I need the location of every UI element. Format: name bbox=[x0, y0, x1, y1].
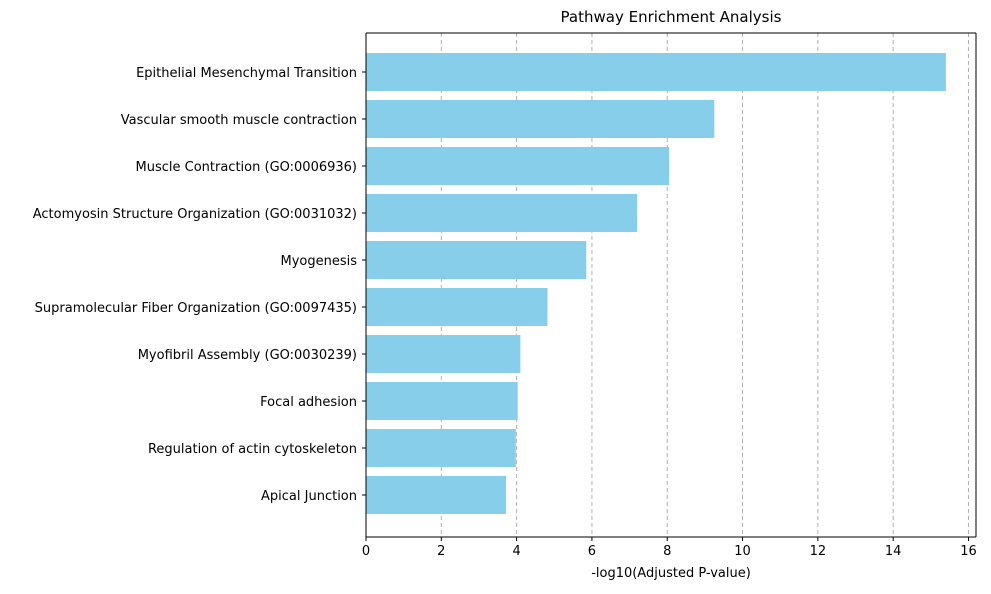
x-tick-label: 16 bbox=[960, 544, 977, 559]
bar bbox=[366, 288, 548, 326]
x-tick-label: 10 bbox=[734, 544, 751, 559]
bar bbox=[366, 241, 587, 279]
y-tick-label: Myofibril Assembly (GO:0030239) bbox=[138, 348, 357, 363]
bar bbox=[366, 382, 518, 420]
y-tick-label: Focal adhesion bbox=[260, 395, 357, 410]
y-tick-label: Myogenesis bbox=[280, 254, 357, 269]
bar bbox=[366, 100, 715, 138]
axes bbox=[365, 32, 977, 538]
bar bbox=[366, 147, 670, 185]
x-tick-label: 0 bbox=[362, 544, 370, 559]
y-tick-label: Vascular smooth muscle contraction bbox=[121, 113, 357, 128]
x-tick-label: 12 bbox=[810, 544, 827, 559]
chart-title: Pathway Enrichment Analysis bbox=[561, 8, 782, 26]
y-tick-label: Apical Junction bbox=[261, 489, 357, 504]
y-tick-label: Epithelial Mesenchymal Transition bbox=[136, 66, 357, 81]
y-tick-label: Supramolecular Fiber Organization (GO:00… bbox=[35, 301, 357, 316]
x-ticks: 0 2 4 6 8 10 12 14 16 bbox=[362, 537, 977, 559]
bar bbox=[366, 429, 516, 467]
bar bbox=[366, 335, 521, 373]
x-tick-label: 6 bbox=[588, 544, 596, 559]
bar bbox=[366, 194, 638, 232]
x-tick-label: 8 bbox=[663, 544, 671, 559]
x-tick-label: 14 bbox=[885, 544, 902, 559]
x-tick-label: 2 bbox=[437, 544, 445, 559]
y-tick-label: Muscle Contraction (GO:0006936) bbox=[136, 160, 357, 175]
x-axis-label: -log10(Adjusted P-value) bbox=[591, 566, 751, 581]
y-ticks: Epithelial Mesenchymal Transition Vascula… bbox=[33, 66, 366, 504]
bar bbox=[366, 53, 946, 91]
y-tick-label: Regulation of actin cytoskeleton bbox=[148, 442, 357, 457]
x-tick-label: 4 bbox=[512, 544, 520, 559]
bar bbox=[366, 476, 507, 514]
y-tick-label: Actomyosin Structure Organization (GO:00… bbox=[33, 207, 357, 222]
bars bbox=[366, 53, 946, 514]
